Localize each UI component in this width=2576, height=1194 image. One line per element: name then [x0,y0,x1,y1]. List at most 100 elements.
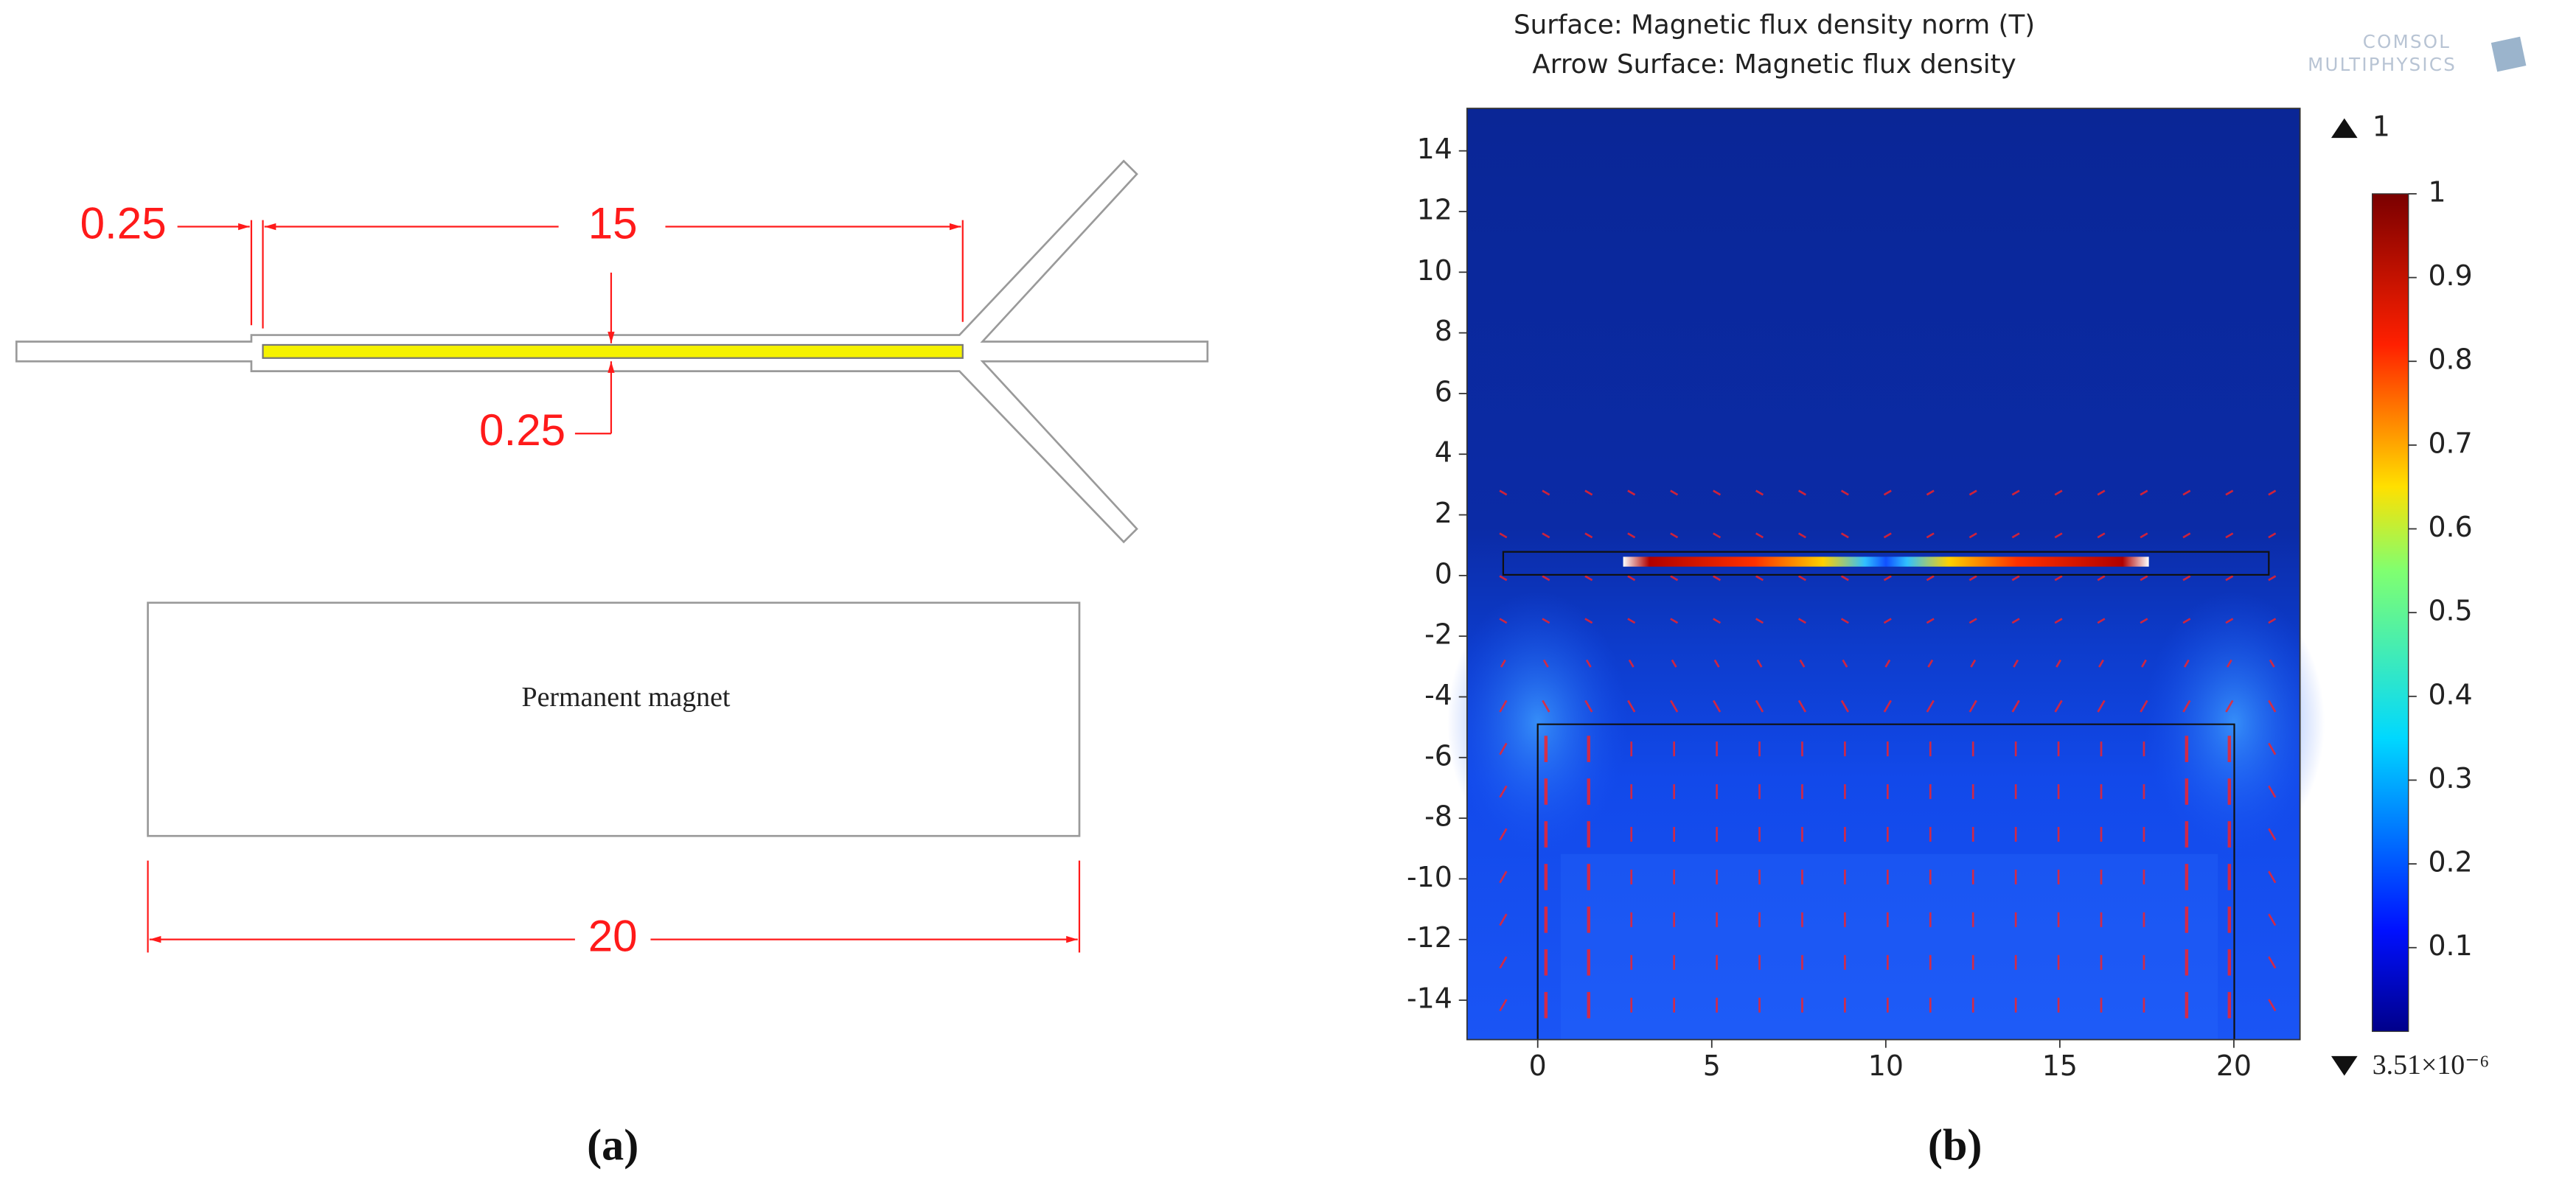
colorbar-tick-label: 0.9 [2428,259,2472,292]
field-arrow [2097,489,2106,496]
field-arrow [2268,575,2277,582]
field-arrow [1755,532,1764,539]
field-arrow [2182,532,2191,539]
field-arrow [2011,575,2020,582]
field-arrow [1840,618,1849,624]
y-tick-label: 14 [1417,133,1452,165]
field-arrow [1755,489,1764,496]
field-arrow [1713,659,1720,668]
field-arrow [1797,532,1806,539]
field-arrow [2268,956,2277,969]
field-arrow [2140,699,2148,713]
x-tick-label: 15 [2042,1050,2078,1082]
field-arrow [1797,575,1806,582]
dimension-label: 15 [588,198,638,248]
field-arrow [2097,575,2106,582]
field-arrow [2011,699,2020,713]
field-arrow [2225,532,2234,539]
field-arrow [2225,699,2234,713]
field-arrow [1500,659,1506,668]
x-tick-label: 20 [2216,1050,2252,1082]
y-tick-label: -4 [1424,679,1452,711]
field-arrow [2268,999,2277,1012]
y-tick-label: -8 [1424,800,1452,833]
field-arrow [1584,575,1593,582]
field-arrow [1499,956,1508,969]
caption: (a) [587,1121,638,1170]
field-arrow [2097,532,2106,539]
colorbar-max: 1 [2373,110,2390,142]
dimension-label: 0.25 [80,198,167,248]
magnetic-strip [262,343,964,359]
field-arrow [1926,489,1935,496]
field-arrow [1926,575,1935,582]
dimension-label: 0.25 [479,405,565,455]
colorbar-tick-label: 0.2 [2428,846,2472,879]
field-arrow [1542,618,1550,624]
field-arrow [2268,870,2277,884]
field-glow [2143,591,2325,854]
field-arrow [1970,659,1977,668]
field-arrow [1627,575,1636,582]
field-arrow [1628,659,1635,668]
field-arrow [1797,699,1807,713]
y-tick-label: -10 [1407,861,1452,893]
y-tick-label: 10 [1417,254,1452,287]
field-glow [1447,591,1629,854]
field-arrow [1542,532,1550,539]
y-tick-label: 4 [1435,436,1452,469]
field-arrow [1883,575,1892,582]
field-arrow [1926,699,1935,713]
field-arrow [2225,618,2234,624]
field-arrow [1671,659,1677,668]
field-arrow [1542,699,1550,713]
colorbar-tick-label: 1 [2428,175,2446,208]
field-arrow [1968,489,1977,496]
field-arrow [1584,699,1593,713]
max-marker [2330,118,2358,139]
field-arrow [1755,575,1764,582]
field-arrow [2182,699,2191,713]
panel-a: 0.25 15 0.25 Permanent magnet 20 (a) [15,159,1209,1170]
field-arrow [1499,742,1508,755]
field-arrow [1968,575,1977,582]
field-arrow [2225,489,2234,496]
plot-title: Arrow Surface: Magnetic flux density [1532,49,2016,80]
field-arrow [1713,618,1722,624]
field-arrow [1627,532,1636,539]
colorbar-tick-label: 0.7 [2428,427,2472,459]
field-arrow [2054,699,2063,713]
field-arrow [2268,913,2277,926]
field-arrow [1842,659,1848,668]
field-arrow [2011,532,2020,539]
logo-icon [2490,36,2527,72]
colorbar-tick-label: 0.4 [2428,678,2472,711]
field-arrow [2268,742,2277,755]
field-arrow [2268,489,2277,496]
field-arrow [2182,489,2191,496]
field-arrow [1499,699,1508,713]
field-arrow [1883,618,1892,624]
field-arrow [2183,659,2190,668]
caption: (b) [1928,1121,1983,1170]
field-arrow [2055,659,2062,668]
y-tick-label: -14 [1407,982,1452,1015]
field-arrow [2268,618,2277,624]
colorbar-tick-label: 0.1 [2428,929,2472,962]
field-arrow [2013,659,2019,668]
logo: COMSOL [2363,31,2451,52]
field-arrow [2140,532,2148,539]
field-arrow [2268,699,2277,713]
field-arrow [2054,575,2063,582]
x-tick-label: 5 [1703,1050,1721,1082]
min-marker [2330,1055,2358,1076]
field-arrow [1755,618,1764,624]
field-arrow [2011,489,2020,496]
field-arrow [1968,699,1977,713]
field-arrow [1499,828,1508,841]
magnet-label: Permanent magnet [522,682,731,713]
y-tick-label: 0 [1435,557,1452,590]
field-arrow [1585,659,1592,668]
field-arrow [2226,659,2232,668]
